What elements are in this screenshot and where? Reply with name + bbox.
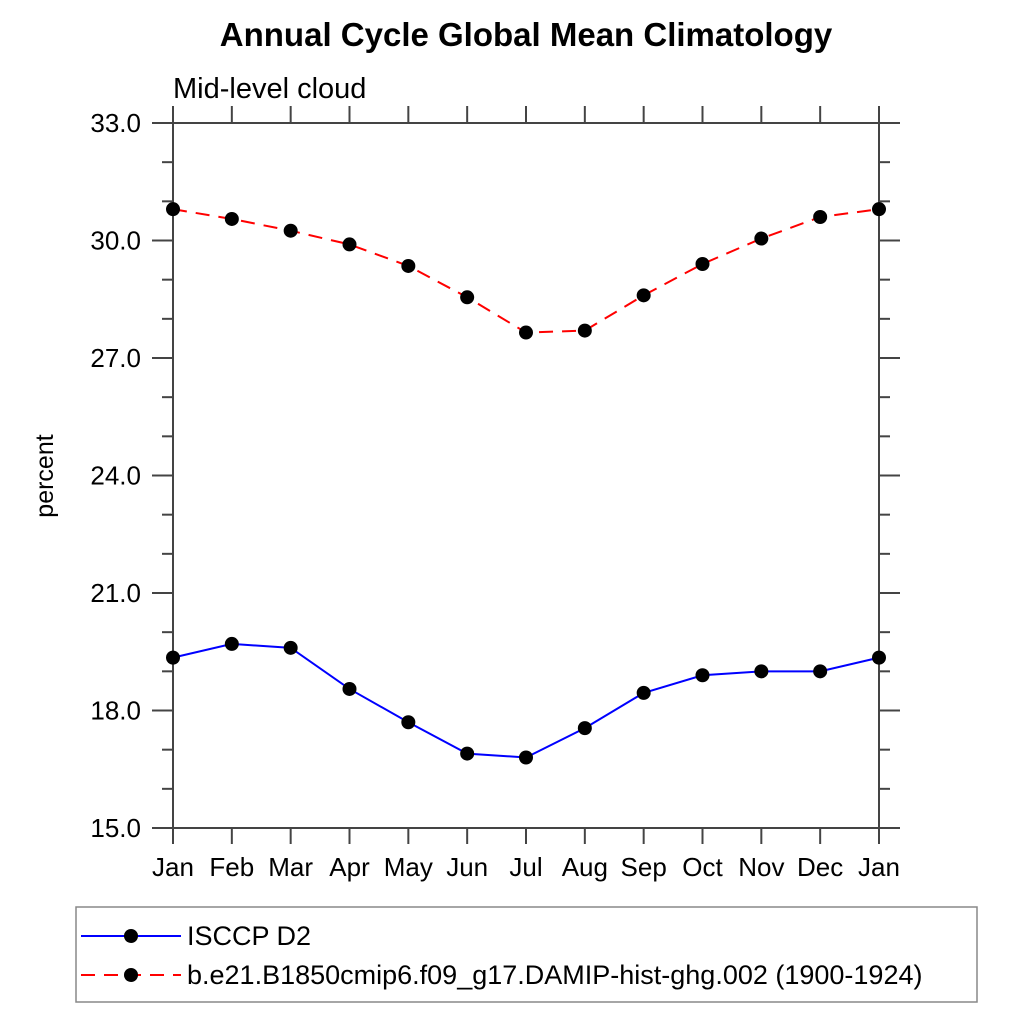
legend-item-model: b.e21.B1850cmip6.f09_g17.DAMIP-hist-ghg.…: [81, 960, 922, 990]
x-tick-label: Dec: [797, 852, 843, 882]
data-point-series-1: [401, 258, 416, 273]
data-point-series-1: [636, 288, 651, 303]
data-point-series-0: [342, 681, 357, 696]
x-tick-label: May: [384, 852, 433, 882]
data-point-series-1: [813, 210, 828, 224]
data-point-series-0: [283, 640, 298, 655]
y-tick-label: 15.0: [90, 813, 141, 843]
x-tick-label: Nov: [738, 852, 784, 882]
y-tick-label: 18.0: [90, 696, 141, 726]
data-point-series-1: [519, 325, 533, 340]
legend-marker-dot: [124, 929, 138, 943]
chart-subtitle: Mid-level cloud: [173, 73, 366, 105]
data-point-series-0: [401, 715, 416, 730]
x-tick-label: Sep: [621, 852, 667, 882]
y-tick-label: 21.0: [90, 578, 141, 608]
data-point-series-0: [636, 685, 651, 700]
data-point-series-0: [872, 650, 886, 665]
data-point-series-1: [166, 202, 180, 217]
y-tick-label: 33.0: [90, 108, 141, 138]
data-point-series-0: [519, 750, 533, 765]
data-point-series-0: [813, 664, 828, 679]
data-point-series-1: [754, 231, 769, 246]
data-point-series-1: [283, 223, 298, 238]
x-tick-label: Jan: [858, 852, 900, 882]
series-line-0: [172, 642, 880, 759]
legend: ISCCP D2 b.e21.B1850cmip6.f09_g17.DAMIP-…: [75, 906, 978, 1003]
plot-axes: 15.0 18.0 21.0 24.0 27.0 30.0 33.0 Jan Feb Mar Apr…: [90, 106, 900, 882]
series-line-1: [172, 208, 880, 334]
legend-box: [75, 906, 978, 1003]
x-tick-label: Oct: [682, 852, 723, 882]
y-tick-label: 24.0: [90, 461, 141, 491]
x-tick-label: Apr: [329, 852, 370, 882]
data-point-series-0: [577, 721, 592, 736]
x-tick-label: Feb: [209, 852, 254, 882]
data-point-series-0: [224, 636, 239, 651]
x-tick-label: Mar: [268, 852, 313, 882]
plot-frame: [172, 122, 880, 829]
data-point-series-0: [754, 664, 769, 679]
y-tick-label: 30.0: [90, 226, 141, 256]
data-point-series-1: [695, 257, 710, 271]
legend-marker-dot: [124, 968, 138, 982]
data-point-series-0: [166, 650, 180, 665]
data-point-series-0: [460, 746, 475, 761]
data-point-series-1: [460, 290, 475, 305]
plot-series: [166, 202, 886, 765]
legend-label-model: b.e21.B1850cmip6.f09_g17.DAMIP-hist-ghg.…: [187, 960, 922, 990]
data-point-series-1: [342, 237, 357, 252]
x-tick-label: Jul: [509, 852, 542, 882]
data-point-series-0: [695, 668, 710, 683]
data-point-series-1: [224, 211, 239, 226]
legend-item-isccp: ISCCP D2: [81, 921, 311, 951]
x-tick-label: Jan: [152, 852, 194, 882]
data-point-series-1: [577, 323, 592, 338]
legend-label-isccp: ISCCP D2: [187, 921, 311, 951]
chart-title: Annual Cycle Global Mean Climatology: [220, 16, 833, 53]
y-tick-label: 27.0: [90, 343, 141, 373]
x-tick-label: Jun: [446, 852, 488, 882]
data-point-series-1: [872, 202, 886, 217]
x-tick-label: Aug: [562, 852, 608, 882]
y-axis-label: percent: [31, 434, 59, 517]
